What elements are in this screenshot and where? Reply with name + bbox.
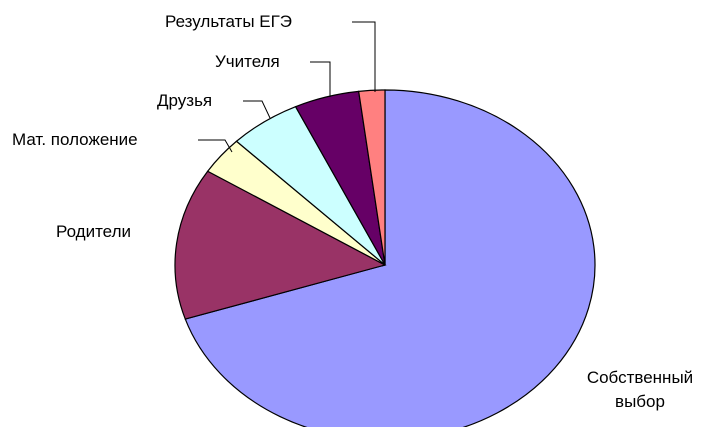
leader-line bbox=[198, 139, 233, 153]
slice-label: Родители bbox=[56, 222, 131, 241]
leader-line bbox=[310, 61, 331, 97]
leader-line bbox=[243, 100, 271, 119]
pie-slice bbox=[174, 170, 387, 320]
pie-slice bbox=[184, 89, 596, 427]
slice-label: Результаты ЕГЭ bbox=[165, 12, 293, 31]
slice-label: Мат. положение bbox=[12, 130, 138, 149]
slice-label: Учителя bbox=[215, 52, 280, 71]
slice-label: Собственный выбор bbox=[586, 368, 694, 411]
leader-line bbox=[352, 21, 376, 92]
pie-slice bbox=[357, 89, 386, 266]
slice-label: Друзья bbox=[157, 91, 213, 110]
